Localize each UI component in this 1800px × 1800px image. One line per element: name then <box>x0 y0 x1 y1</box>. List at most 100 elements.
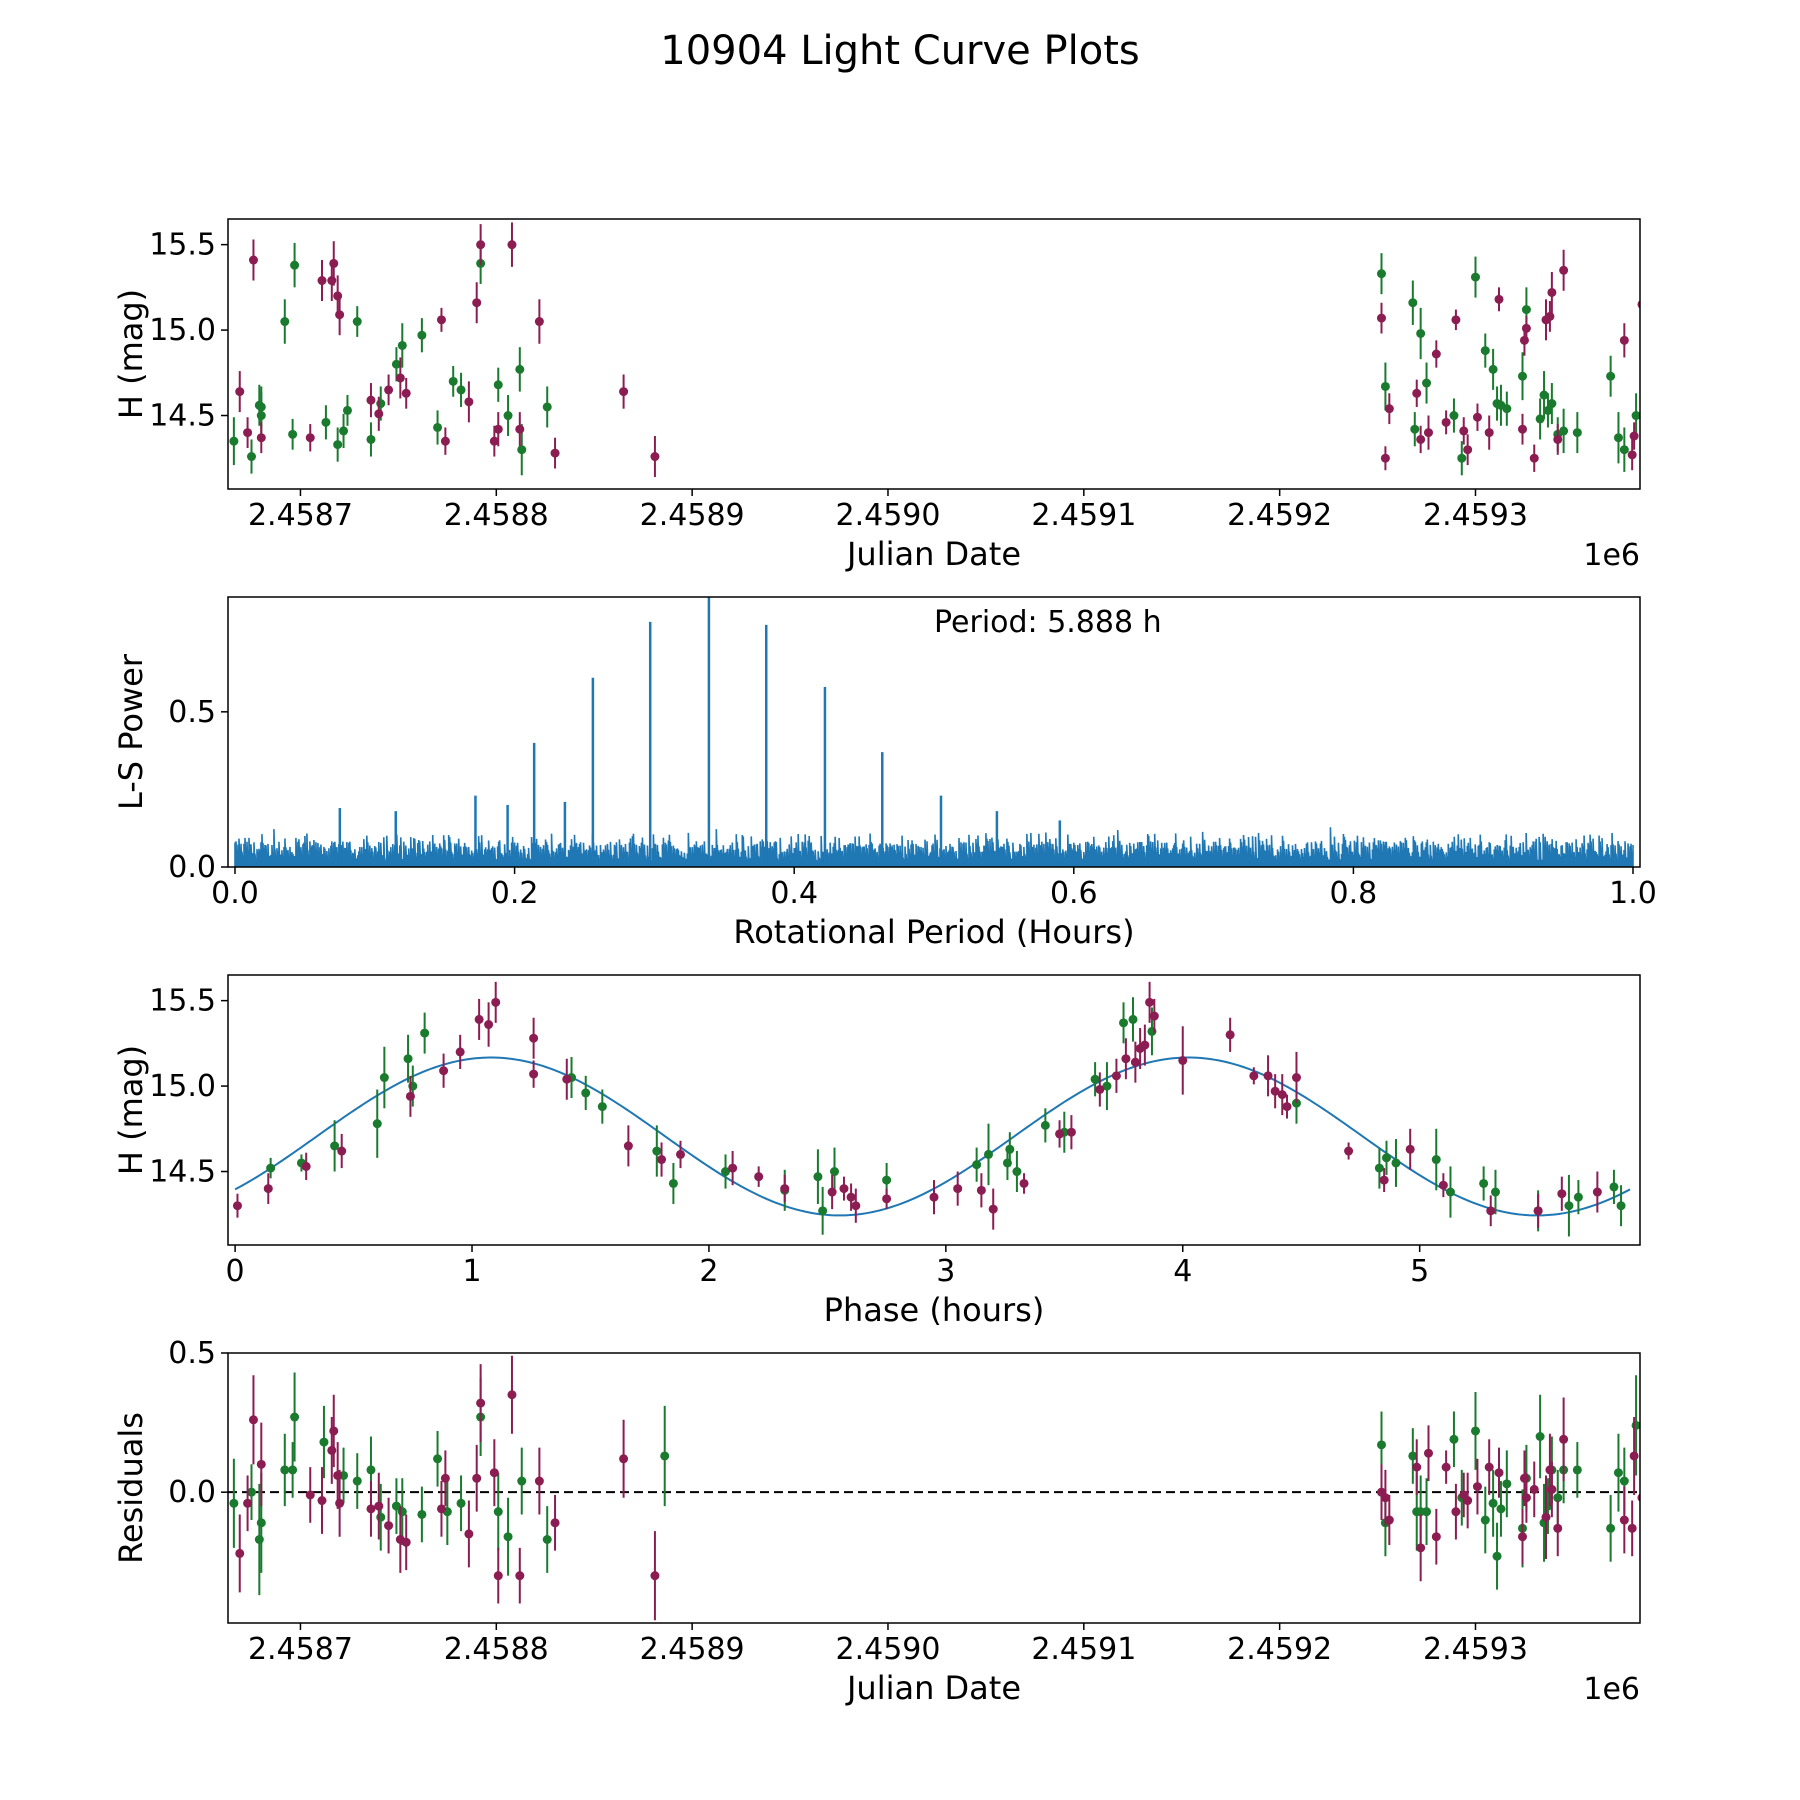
data-point <box>456 385 466 395</box>
data-point <box>417 1509 427 1519</box>
data-point <box>1573 1192 1583 1202</box>
data-point <box>1559 426 1569 436</box>
data-point <box>333 440 343 450</box>
data-point <box>476 1398 486 1408</box>
data-point <box>1572 428 1582 438</box>
data-point <box>374 409 384 419</box>
x-tick-label: 2.4592 <box>1227 1632 1332 1667</box>
data-point <box>376 1512 386 1522</box>
data-point <box>839 1184 849 1194</box>
data-point <box>1553 434 1563 444</box>
data-point <box>507 1390 517 1400</box>
data-point <box>1140 1040 1150 1050</box>
x-tick-label: 0.8 <box>1330 876 1378 911</box>
data-point <box>391 1501 401 1511</box>
data-point <box>1535 1432 1545 1442</box>
data-point <box>1517 1532 1527 1542</box>
data-point <box>1384 404 1394 414</box>
data-point <box>366 1504 376 1514</box>
data-point <box>1606 1523 1616 1533</box>
data-point <box>1263 1071 1273 1081</box>
x-tick-label: 0.6 <box>1050 876 1098 911</box>
data-point <box>327 276 337 286</box>
data-point <box>1484 1462 1494 1472</box>
data-point <box>542 1534 552 1544</box>
data-point <box>1463 445 1473 455</box>
panel-periodogram: 0.0 0.2 0.4 0.6 0.8 1.0 0.0 0.5 Rotational Perio… <box>112 596 1657 951</box>
data-point <box>235 387 245 397</box>
data-point <box>1545 311 1555 321</box>
data-point <box>1408 298 1418 308</box>
data-point <box>288 1465 298 1475</box>
data-point <box>335 1498 345 1508</box>
data-point <box>232 1201 242 1211</box>
data-point <box>1384 1515 1394 1525</box>
data-point <box>1145 997 1155 1007</box>
data-point <box>379 1073 389 1083</box>
data-point <box>1449 1434 1459 1444</box>
data-point <box>503 411 513 421</box>
x-tick-label: 0 <box>226 1254 245 1289</box>
data-point <box>619 1454 629 1464</box>
x-tick-label: 1 <box>462 1254 481 1289</box>
data-point <box>1553 1523 1563 1533</box>
data-point <box>448 376 458 386</box>
data-point <box>493 1507 503 1517</box>
data-point <box>280 317 290 327</box>
data-point <box>1479 1178 1489 1188</box>
data-point <box>1519 1473 1529 1483</box>
data-point <box>846 1192 856 1202</box>
data-point <box>1410 424 1420 434</box>
y-tick-label: 15.5 <box>149 228 216 263</box>
data-point <box>256 402 266 412</box>
data-point <box>1564 1201 1574 1211</box>
data-point <box>1422 1507 1432 1517</box>
x-tick-label: 2.4591 <box>1031 498 1136 533</box>
data-point <box>657 1155 667 1165</box>
data-point <box>1431 1532 1441 1542</box>
data-point <box>1616 1201 1626 1211</box>
data-point <box>243 1498 253 1508</box>
data-point <box>333 291 343 301</box>
data-point <box>953 1184 963 1194</box>
data-point <box>1535 414 1545 424</box>
x-tick-label: 0.0 <box>211 876 259 911</box>
data-point <box>1472 412 1482 422</box>
data-point <box>1496 1504 1506 1514</box>
data-point <box>327 1445 337 1455</box>
data-point <box>529 1033 539 1043</box>
data-point <box>1457 453 1467 463</box>
x-tick-label: 2.4587 <box>248 1632 353 1667</box>
data-point <box>401 388 411 398</box>
x-tick-label: 4 <box>1173 1254 1192 1289</box>
data-point <box>1619 335 1629 345</box>
data-point <box>243 428 253 438</box>
data-point <box>721 1167 731 1177</box>
data-point <box>1459 426 1469 436</box>
data-point <box>433 422 443 432</box>
data-point <box>1119 1018 1129 1028</box>
plot-area <box>234 597 1634 867</box>
data-point <box>517 445 527 455</box>
data-point <box>1494 294 1504 304</box>
data-point <box>1470 1426 1480 1436</box>
data-point <box>417 330 427 340</box>
data-point <box>780 1184 790 1194</box>
data-point <box>1441 1462 1451 1472</box>
data-point <box>1629 1451 1639 1461</box>
plot-area <box>229 1355 1640 1621</box>
data-point <box>337 1146 347 1156</box>
data-point <box>1629 431 1639 441</box>
data-point <box>676 1149 686 1159</box>
data-point <box>1470 272 1480 282</box>
data-point <box>1376 1440 1386 1450</box>
periodogram-noise-line <box>234 827 1634 867</box>
data-point <box>517 1476 527 1486</box>
data-point <box>829 1167 839 1177</box>
data-point <box>1449 411 1459 421</box>
data-point <box>397 340 407 350</box>
data-point <box>464 397 474 407</box>
data-point <box>247 452 257 462</box>
data-point <box>1502 1479 1512 1489</box>
y-tick-label: 14.5 <box>149 399 216 434</box>
